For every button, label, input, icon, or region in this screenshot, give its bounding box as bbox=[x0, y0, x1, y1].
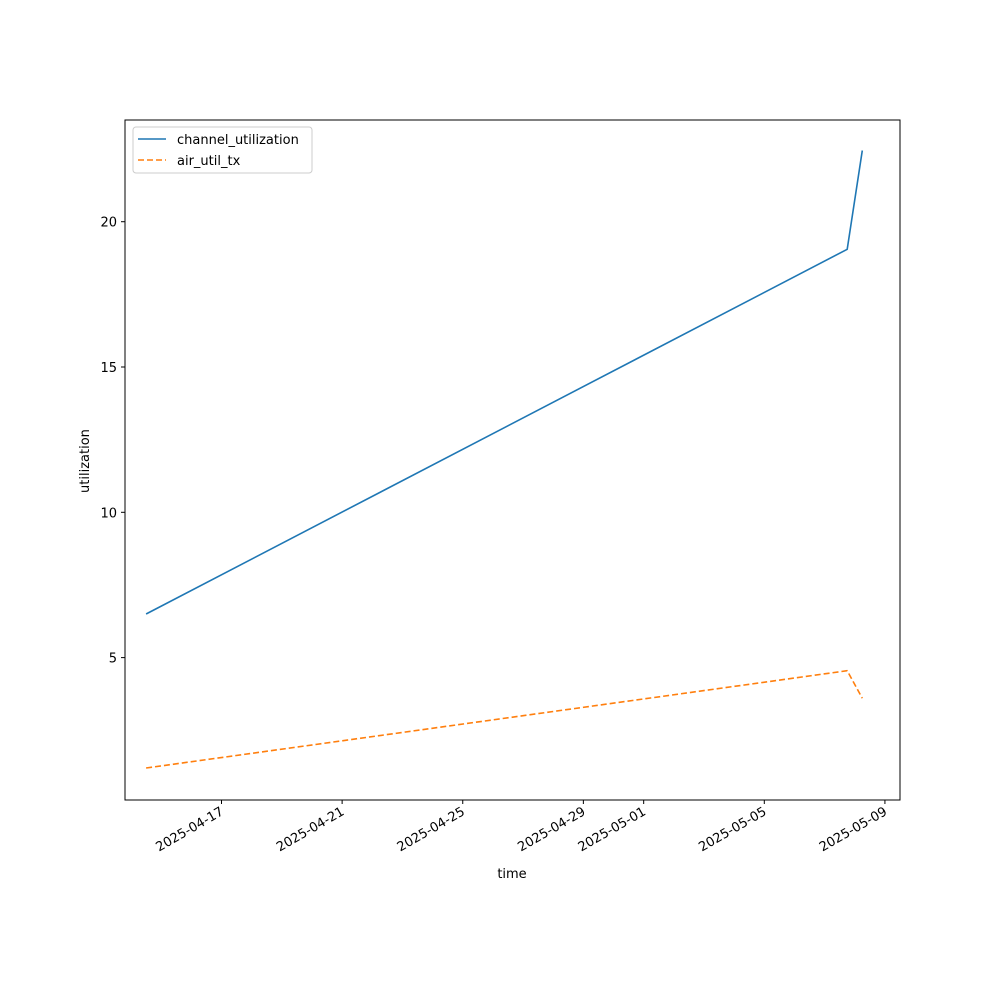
legend-label-channel-utilization: channel_utilization bbox=[177, 133, 299, 148]
y-tick-label: 15 bbox=[100, 361, 117, 376]
legend: channel_utilization air_util_tx bbox=[132, 126, 313, 174]
series-line-channel-utilization bbox=[145, 150, 864, 615]
plot-area bbox=[125, 120, 900, 800]
y-axis: 5 10 15 20 bbox=[100, 216, 125, 667]
series-line-air-util-tx bbox=[145, 669, 864, 769]
y-tick-label: 20 bbox=[100, 216, 117, 231]
series-layer bbox=[145, 150, 864, 769]
plot-frame bbox=[124, 119, 901, 801]
y-tick-label: 5 bbox=[109, 652, 117, 667]
y-tick-label: 10 bbox=[100, 506, 117, 521]
y-axis-label: utilization bbox=[78, 429, 93, 493]
legend-box bbox=[132, 126, 313, 174]
legend-label-air-util-tx: air_util_tx bbox=[177, 154, 241, 169]
x-axis-label: time bbox=[497, 867, 526, 882]
